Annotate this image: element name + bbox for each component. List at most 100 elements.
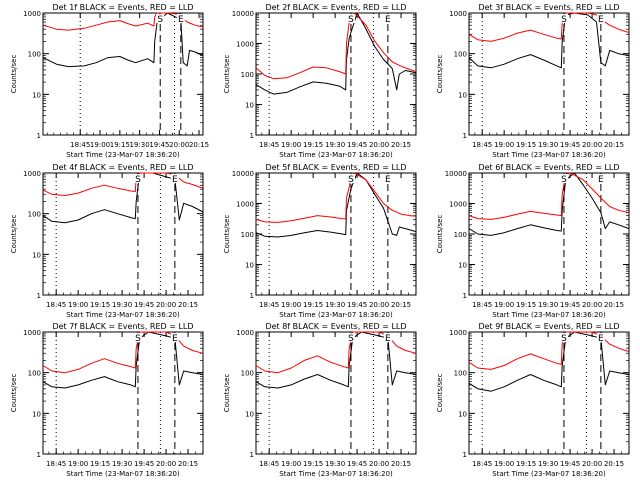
- y-tick-label: 10: [32, 91, 41, 99]
- x-tick-label: 20:15: [604, 460, 624, 468]
- chart-title: Det 1f BLACK = Events, RED = LLD: [52, 3, 193, 12]
- x-tick-label: 20:00: [156, 460, 176, 468]
- x-tick-label: 20:15: [391, 141, 411, 149]
- y-tick-label: 10: [32, 410, 41, 418]
- plot-frame: [468, 331, 630, 455]
- x-tick-label: 18:45: [46, 460, 66, 468]
- y-tick-label: 10: [245, 262, 254, 270]
- x-tick-label: 18:45: [46, 301, 66, 309]
- series-line-events: [468, 331, 630, 392]
- y-tick-label: 1: [463, 292, 467, 300]
- y-tick-label: 1000: [449, 329, 467, 337]
- x-tick-label: 19:15: [303, 301, 323, 309]
- marker-label-bg: [170, 333, 179, 342]
- marker-label-bg: [596, 333, 605, 342]
- x-tick-label: 20:00: [169, 141, 189, 149]
- y-tick-label: 1: [37, 132, 41, 140]
- y-tick-label: 1000: [23, 329, 41, 337]
- y-tick-label: 1: [250, 292, 254, 300]
- series-line-lld: [468, 12, 630, 42]
- marker-label-bg: [383, 174, 392, 183]
- series-line-events: [255, 12, 417, 95]
- marker-label-bg: [176, 14, 185, 23]
- marker-label-bg: [559, 14, 568, 23]
- y-tick-label: 1000: [449, 10, 467, 18]
- y-tick-label: 100: [241, 71, 254, 79]
- marker-label: E: [385, 15, 391, 25]
- plot-frame: [42, 331, 204, 455]
- x-tick-label: 19:45: [347, 460, 367, 468]
- x-tick-label: 20:15: [604, 141, 624, 149]
- x-tick-label: 19:30: [538, 301, 558, 309]
- chart-panel-8: Det 8f BLACK = Events, RED = LLD 1 10 100 10…: [223, 322, 417, 478]
- x-tick-label: 19:15: [90, 301, 110, 309]
- x-tick-label: 19:15: [110, 141, 130, 149]
- chart-title: Det 8f BLACK = Events, RED = LLD: [265, 322, 406, 331]
- series-line-events: [42, 12, 204, 68]
- y-tick-label: 100: [454, 231, 467, 239]
- y-tick-label: 10: [32, 251, 41, 259]
- x-axis-label: Start Time (23-Mar-07 18:36:20): [279, 311, 393, 319]
- x-tick-label: 20:00: [582, 460, 602, 468]
- y-axis-label: Counts/sec: [223, 55, 231, 94]
- y-tick-label: 1000: [23, 10, 41, 18]
- marker-label-bg: [559, 333, 568, 342]
- marker-label: S: [561, 334, 567, 344]
- x-tick-label: 20:00: [582, 301, 602, 309]
- marker-label-bg: [133, 333, 142, 342]
- x-tick-label: 19:30: [538, 460, 558, 468]
- plot-frame: [255, 331, 417, 455]
- x-tick-label: 19:15: [516, 301, 536, 309]
- series-line-lld: [468, 331, 630, 370]
- plot-frame: [468, 172, 630, 296]
- x-tick-label: 19:00: [494, 141, 514, 149]
- series-line-lld: [468, 172, 630, 220]
- y-tick-label: 10000: [445, 170, 467, 178]
- x-axis-label: Start Time (23-Mar-07 18:36:20): [66, 311, 180, 319]
- x-tick-label: 19:00: [281, 460, 301, 468]
- x-tick-label: 19:30: [325, 141, 345, 149]
- x-tick-label: 19:45: [134, 460, 154, 468]
- marker-label-bg: [170, 174, 179, 183]
- chart-title: Det 5f BLACK = Events, RED = LLD: [265, 163, 406, 172]
- series-line-lld: [255, 12, 417, 80]
- x-tick-label: 19:30: [325, 301, 345, 309]
- marker-label: E: [172, 334, 178, 344]
- y-tick-label: 10: [458, 410, 467, 418]
- x-tick-label: 19:30: [112, 460, 132, 468]
- y-axis-label: Counts/sec: [436, 374, 444, 413]
- plot-frame: [255, 12, 417, 136]
- series-line-lld: [42, 12, 204, 31]
- y-tick-label: 100: [28, 51, 41, 59]
- chart-panel-6: Det 6f BLACK = Events, RED = LLD 1 10 100 10…: [436, 163, 630, 319]
- x-tick-label: 19:15: [516, 141, 536, 149]
- y-tick-label: 10: [458, 262, 467, 270]
- chart-title: Det 9f BLACK = Events, RED = LLD: [478, 322, 619, 331]
- x-tick-label: 20:15: [178, 460, 198, 468]
- y-tick-label: 100: [28, 370, 41, 378]
- x-tick-label: 19:45: [149, 141, 169, 149]
- marker-label: E: [598, 334, 604, 344]
- y-axis-label: Counts/sec: [223, 215, 231, 254]
- series-line-lld: [42, 172, 204, 196]
- marker-label: S: [348, 175, 354, 185]
- x-tick-label: 19:00: [494, 301, 514, 309]
- x-tick-label: 19:30: [112, 301, 132, 309]
- marker-label: E: [385, 334, 391, 344]
- x-axis-label: Start Time (23-Mar-07 18:36:20): [279, 470, 393, 478]
- series-line-events: [255, 331, 417, 389]
- x-tick-label: 19:00: [281, 141, 301, 149]
- y-tick-label: 100: [454, 370, 467, 378]
- x-tick-label: 19:45: [560, 460, 580, 468]
- marker-label: S: [157, 15, 163, 25]
- series-line-lld: [255, 172, 417, 223]
- x-tick-label: 19:30: [130, 141, 150, 149]
- marker-label: S: [561, 15, 567, 25]
- y-tick-label: 1: [37, 451, 41, 459]
- x-axis-label: Start Time (23-Mar-07 18:36:20): [279, 151, 393, 159]
- y-tick-label: 1000: [236, 329, 254, 337]
- marker-label-bg: [346, 14, 355, 23]
- series-line-lld: [42, 331, 204, 374]
- marker-label: E: [385, 175, 391, 185]
- marker-label: E: [598, 175, 604, 185]
